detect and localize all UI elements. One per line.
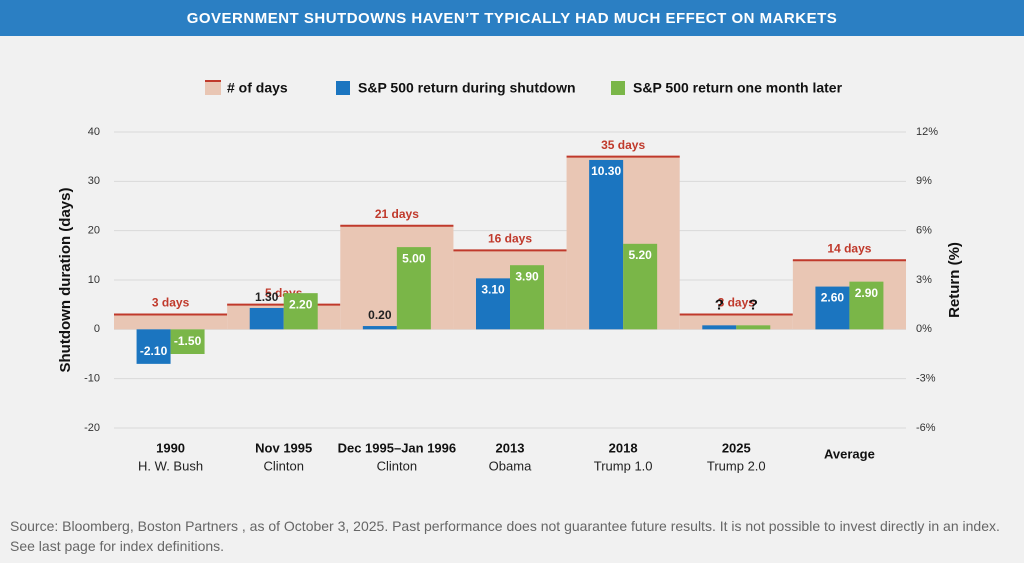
bar [589,159,624,330]
value-label: ? [749,296,758,313]
source-note: Source: Bloomberg, Boston Partners , as … [10,518,1000,554]
y-tick-label: 10 [88,274,100,286]
value-label: ? [715,296,724,313]
days-label: 3 days [152,296,190,310]
y2-tick-label: 9% [916,175,932,187]
chart: GOVERNMENT SHUTDOWNS HAVEN’T TYPICALLY H… [0,0,1024,473]
x-tick-label: Dec 1995–Jan 1996 [338,440,457,455]
bar [136,329,171,364]
x-tick-label: 2013 [496,440,525,455]
value-label: 0.20 [368,308,392,322]
legend-swatch [205,81,221,95]
bar [476,278,510,330]
bar [623,243,658,330]
days-bar [114,314,228,330]
days-label: 35 days [601,138,645,152]
legend-swatch [611,81,625,95]
bar [815,286,850,330]
value-label: -1.50 [174,334,202,348]
y-tick-label: 30 [88,175,100,187]
x-tick-label: 1990 [156,440,185,455]
value-label: 2.20 [289,297,313,311]
bar [510,265,544,330]
value-label: 2.90 [855,286,879,300]
days-label: 21 days [375,207,419,221]
y-tick-label: -10 [84,373,100,385]
value-label: 5.00 [402,251,426,265]
legend-label: # of days [227,80,288,96]
y-tick-label: 40 [88,126,100,138]
x-tick-sublabel: Trump 1.0 [594,458,653,473]
value-label: 3.10 [481,283,505,297]
chart-title: GOVERNMENT SHUTDOWNS HAVEN’T TYPICALLY H… [187,10,838,27]
x-tick-label: 2018 [609,440,638,455]
y-tick-label: 0 [94,323,100,335]
x-tick-label: Nov 1995 [255,440,312,455]
bar [249,307,284,330]
bar [396,247,431,330]
placeholder-bar [736,325,771,330]
bar [283,293,318,330]
x-tick-label: Average [824,446,875,461]
y2-tick-label: -6% [916,422,936,434]
days-label: 3 days [718,296,756,310]
y2-tick-label: 6% [916,225,932,237]
header-bar [0,0,1024,36]
legend-swatch [336,81,350,95]
y2-tick-label: 0% [916,323,932,335]
x-tick-sublabel: Clinton [377,458,417,473]
days-bar [340,225,454,330]
value-label: 2.60 [821,291,845,305]
y2-tick-label: 12% [916,126,938,138]
y2-tick-label: 3% [916,274,932,286]
x-tick-sublabel: Obama [489,458,532,473]
y-tick-label: 20 [88,225,100,237]
value-label: 5.20 [628,248,652,262]
bar [170,329,205,354]
legend-label: S&P 500 return one month later [633,80,843,96]
value-label: 10.30 [591,164,621,178]
value-label: 3.90 [515,269,539,283]
y-tick-label: -20 [84,422,100,434]
y2-tick-label: -3% [916,373,936,385]
placeholder-bar [702,325,737,330]
days-label: 14 days [827,241,871,255]
bar [849,281,884,330]
days-label: 16 days [488,232,532,246]
y-axis-title: Shutdown duration (days) [57,188,74,373]
value-label: 1.30 [255,290,279,304]
x-tick-sublabel: Trump 2.0 [707,458,766,473]
bar [362,326,397,330]
y2-axis-title: Return (%) [946,242,963,318]
legend-label: S&P 500 return during shutdown [358,80,576,96]
x-tick-sublabel: Clinton [263,458,303,473]
value-label: -2.10 [140,344,168,358]
x-tick-sublabel: H. W. Bush [138,458,203,473]
x-tick-label: 2025 [722,440,751,455]
